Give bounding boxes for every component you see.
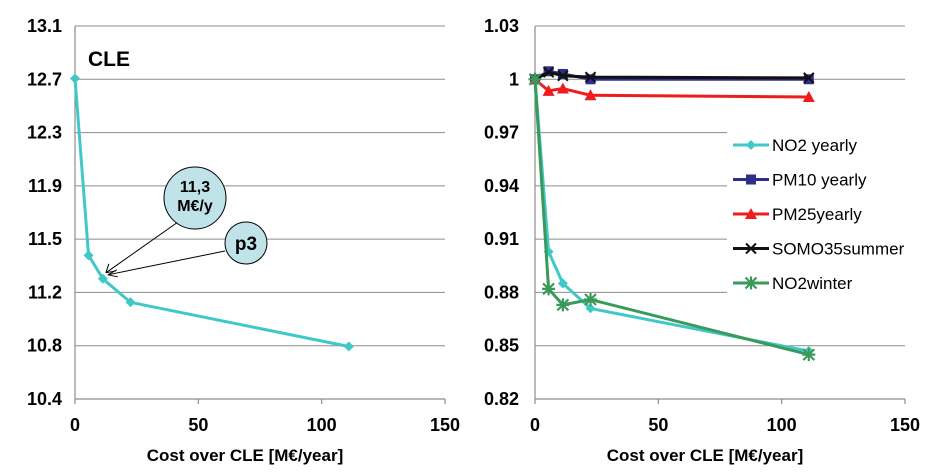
x-tick-label: 50 (648, 415, 668, 435)
x-tick-label: 50 (188, 415, 208, 435)
chart-title: CLE (88, 48, 130, 71)
legend-item: NO2winter (733, 274, 853, 293)
y-tick-label: 0.91 (484, 229, 519, 249)
legend-marker (745, 242, 757, 255)
data-point (528, 72, 542, 86)
y-tick-label: 0.88 (484, 282, 519, 302)
y-tick-label: 12.7 (27, 69, 62, 89)
data-point (584, 89, 597, 101)
data-point (542, 282, 556, 296)
data-point (70, 73, 80, 84)
legend-label: NO2 yearly (772, 136, 858, 155)
annotation-text: p3 (235, 234, 257, 255)
y-tick-label: 10.4 (27, 389, 62, 409)
annotation-text: M€/y (177, 198, 213, 215)
chart-panel-2: 0.82 0.85 0.88 0.91 0.94 0.97 1 1.03 0 50 100 150 Co… (484, 16, 927, 465)
x-tick-label: 0 (530, 415, 540, 435)
data-point (585, 303, 596, 314)
y-tick-label: 11.5 (28, 229, 62, 249)
y-tick-label: 1 (509, 69, 519, 89)
annotation-arrow (107, 250, 226, 276)
y-tick-label: 1.03 (484, 16, 519, 36)
arrow-head (107, 269, 118, 278)
annotation-text: 11,3 (180, 179, 210, 196)
series-somo35summer (529, 66, 815, 85)
annotation-bubble (163, 166, 227, 230)
legend-marker (746, 140, 756, 150)
data-point (97, 273, 108, 284)
data-point (556, 82, 569, 94)
data-point (542, 66, 555, 78)
legend-item: PM10 yearly (733, 171, 867, 190)
y-tick-label: 12.3 (27, 123, 62, 143)
data-point (803, 74, 814, 85)
data-point (542, 84, 555, 96)
data-point (83, 250, 94, 261)
x-tick-label: 100 (307, 415, 337, 435)
data-point (802, 91, 815, 103)
annotation-callout-cost: 11,3 M€/y (105, 166, 227, 274)
x-tick-label: 150 (430, 415, 460, 435)
chart-panel-1: 10.4 10.8 11.2 11.5 11.9 12.3 12.7 13.1 0 50 100 15… (27, 16, 460, 465)
legend-item: SOMO35summer (733, 240, 905, 259)
y-tick-label: 10.8 (27, 336, 62, 356)
y-tick-label: 0.82 (484, 389, 519, 409)
y-tick-label: 11.9 (28, 176, 62, 196)
y-tick-label: 0.85 (484, 336, 519, 356)
data-point (343, 341, 354, 352)
series-1 (70, 73, 354, 352)
data-point (557, 70, 569, 82)
legend-marker (745, 208, 757, 219)
data-point (584, 293, 597, 307)
data-point (557, 68, 568, 79)
x-axis-label: Cost over CLE [M€/year] (147, 446, 344, 465)
data-point (803, 72, 815, 84)
data-point (584, 71, 597, 83)
legend-label: SOMO35summer (772, 240, 905, 259)
y-tick-label: 0.97 (484, 123, 519, 143)
annotation-arrow (105, 221, 179, 274)
data-point (556, 298, 570, 312)
legend-label: NO2winter (772, 274, 853, 293)
data-point (557, 278, 568, 289)
y-tick-label: 0.94 (484, 176, 519, 196)
legend-marker (744, 276, 758, 290)
x-tick-label: 150 (890, 415, 920, 435)
legend-box (727, 126, 927, 306)
x-tick-label: 0 (70, 415, 80, 435)
legend-item: NO2 yearly (733, 136, 858, 155)
x-axis-label: Cost over CLE [M€/year] (607, 446, 804, 465)
annotation-callout-p3: p3 (107, 221, 268, 278)
data-point (585, 74, 596, 85)
legend-label: PM25yearly (772, 205, 862, 224)
legend-label: PM10 yearly (772, 171, 867, 190)
y-tick-label: 11.2 (28, 282, 62, 302)
data-point (802, 348, 816, 362)
series-line (534, 78, 809, 99)
y-tick-label: 13.1 (27, 16, 62, 36)
x-tick-label: 100 (767, 415, 797, 435)
data-point (125, 297, 136, 308)
legend: NO2 yearly PM10 yearly PM25yearly SOMO35sum… (727, 126, 927, 306)
legend-item: PM25yearly (733, 205, 862, 224)
annotation-bubble (224, 221, 268, 265)
series-no2winter (528, 72, 816, 362)
legend-marker (746, 174, 756, 185)
series-line (534, 70, 809, 81)
